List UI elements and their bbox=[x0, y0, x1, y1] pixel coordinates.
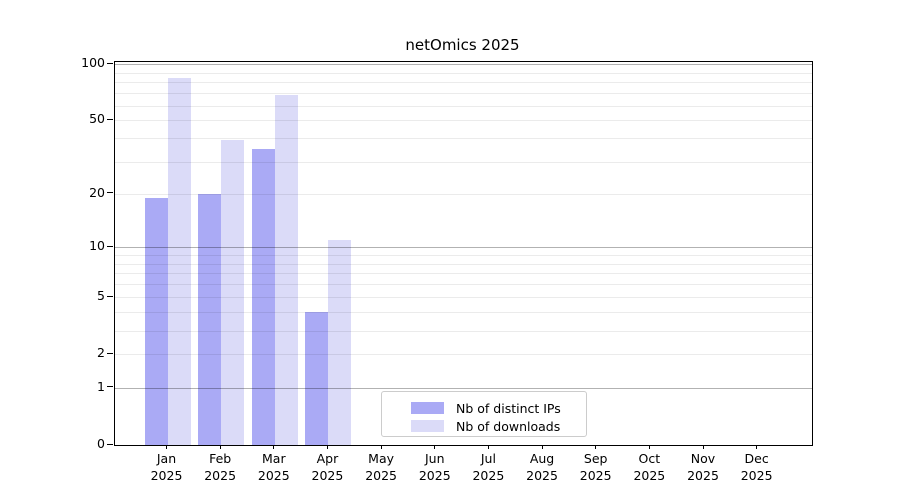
minor-gridline bbox=[115, 354, 812, 356]
x-tick-label-oct: Oct 2025 bbox=[633, 451, 666, 483]
y-tick-mark bbox=[107, 295, 113, 297]
legend-swatch-downloads bbox=[411, 420, 444, 432]
minor-gridline bbox=[115, 82, 812, 84]
x-tick-mark bbox=[380, 445, 382, 449]
major-gridline bbox=[115, 247, 812, 249]
x-tick-mark bbox=[326, 445, 329, 449]
legend-swatch-distinct-ips bbox=[411, 402, 444, 414]
x-tick-label-feb: Feb 2025 bbox=[204, 451, 237, 483]
x-tick-label-sep: Sep 2025 bbox=[579, 451, 612, 483]
x-tick-label-aug: Aug 2025 bbox=[526, 451, 558, 483]
x-tick-mark bbox=[756, 445, 758, 449]
y-tick-label: 1 bbox=[97, 378, 105, 394]
y-tick-mark bbox=[107, 386, 113, 388]
legend: Nb of distinct IPs Nb of downloads bbox=[381, 391, 587, 437]
bar-downloads-apr bbox=[328, 239, 352, 445]
x-tick-mark bbox=[166, 445, 168, 449]
bar-distinct-ips-mar bbox=[251, 149, 275, 445]
minor-gridline bbox=[115, 254, 812, 256]
chart-title: netOmics 2025 bbox=[405, 36, 520, 54]
x-tick-mark bbox=[648, 445, 651, 449]
x-tick-label-jan: Jan 2025 bbox=[150, 451, 183, 483]
bar-distinct-ips-apr bbox=[305, 312, 329, 445]
y-tick-mark bbox=[107, 62, 113, 64]
bar-downloads-mar bbox=[274, 95, 298, 445]
x-tick-mark bbox=[595, 445, 597, 449]
y-tick-mark bbox=[107, 352, 113, 354]
x-tick-mark bbox=[219, 445, 221, 449]
legend-label-downloads: Nb of downloads bbox=[456, 418, 561, 434]
x-tick-mark bbox=[273, 445, 275, 449]
legend-item-distinct-ips: Nb of distinct IPs bbox=[411, 399, 586, 417]
y-tick-label: 10 bbox=[89, 238, 105, 254]
y-tick-label: 20 bbox=[89, 184, 105, 200]
y-tick-mark bbox=[107, 443, 113, 445]
minor-gridline bbox=[115, 93, 812, 95]
x-tick-label-jun: Jun 2025 bbox=[418, 451, 451, 483]
bar-downloads-feb bbox=[221, 140, 245, 445]
y-tick-label: 100 bbox=[81, 55, 105, 70]
x-tick-mark bbox=[487, 445, 490, 449]
minor-gridline bbox=[115, 312, 812, 314]
y-tick-label: 2 bbox=[97, 345, 105, 361]
minor-gridline bbox=[115, 161, 812, 163]
legend-item-downloads: Nb of downloads bbox=[411, 417, 586, 435]
x-tick-label-dec: Dec 2025 bbox=[740, 451, 773, 483]
y-tick-label: 5 bbox=[97, 288, 105, 304]
y-tick-mark bbox=[107, 192, 113, 194]
x-tick-label-nov: Nov 2025 bbox=[687, 451, 719, 483]
plot-area: Nb of distinct IPs Nb of downloads bbox=[114, 61, 813, 446]
minor-gridline bbox=[115, 297, 812, 299]
y-tick-mark bbox=[107, 245, 113, 247]
x-tick-label-may: May 2025 bbox=[365, 451, 397, 483]
x-tick-label-apr: Apr 2025 bbox=[311, 451, 344, 483]
bar-distinct-ips-jan bbox=[144, 197, 168, 445]
x-tick-mark bbox=[702, 445, 704, 449]
x-tick-label-mar: Mar 2025 bbox=[257, 451, 290, 483]
bar-distinct-ips-feb bbox=[198, 193, 222, 445]
minor-gridline bbox=[115, 330, 812, 332]
minor-gridline bbox=[115, 105, 812, 107]
major-gridline bbox=[115, 64, 812, 65]
bar-downloads-jan bbox=[167, 78, 191, 445]
y-tick-mark bbox=[107, 118, 113, 121]
minor-gridline bbox=[115, 263, 812, 265]
minor-gridline bbox=[115, 120, 812, 122]
x-tick-mark bbox=[541, 445, 543, 449]
legend-label-distinct-ips: Nb of distinct IPs bbox=[456, 400, 561, 416]
minor-gridline bbox=[115, 284, 812, 286]
minor-gridline bbox=[115, 72, 812, 74]
y-tick-label: 0 bbox=[97, 436, 105, 451]
minor-gridline bbox=[115, 193, 812, 195]
minor-gridline bbox=[115, 138, 812, 140]
minor-gridline bbox=[115, 273, 812, 275]
y-tick-label: 50 bbox=[89, 111, 105, 127]
x-tick-label-jul: Jul 2025 bbox=[472, 451, 505, 483]
major-gridline bbox=[115, 387, 812, 389]
x-tick-mark bbox=[434, 445, 436, 449]
